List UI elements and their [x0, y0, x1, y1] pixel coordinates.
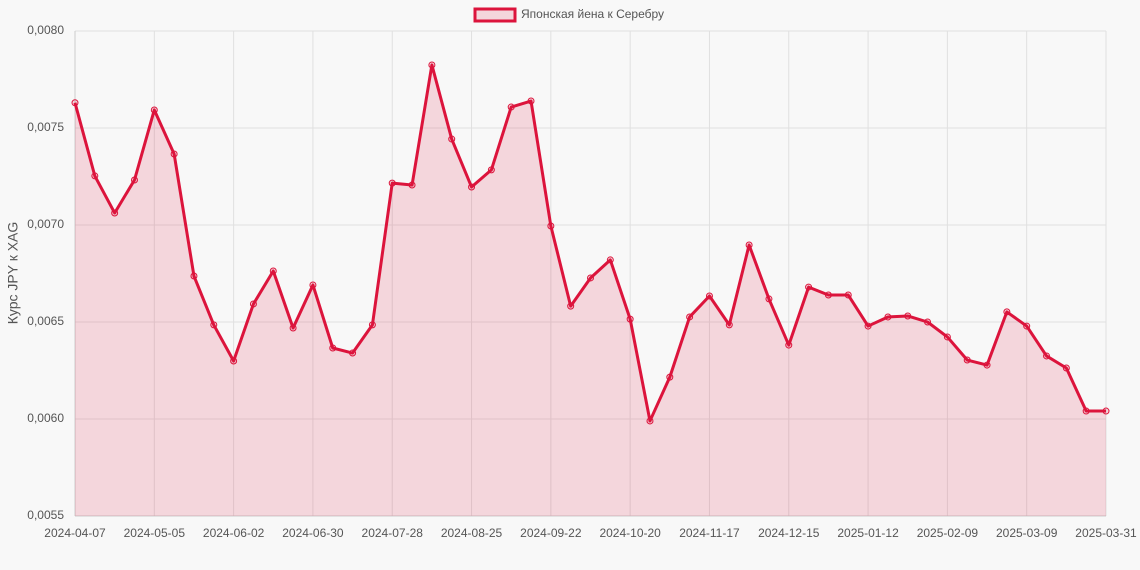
y-tick-label: 0,0065 — [27, 314, 64, 328]
point — [567, 302, 575, 310]
x-tick-label: 2024-11-17 — [679, 526, 740, 540]
point — [1062, 364, 1070, 372]
point — [329, 344, 337, 352]
point — [408, 181, 416, 189]
legend-label: Японская йена к Серебру — [521, 7, 664, 21]
point — [646, 417, 654, 425]
x-tick-label: 2025-03-31 — [1075, 526, 1137, 540]
x-tick-label: 2024-08-25 — [441, 526, 503, 540]
point — [686, 313, 694, 321]
point — [824, 291, 832, 299]
point — [150, 106, 158, 114]
point — [844, 291, 852, 299]
point — [864, 322, 872, 330]
point — [725, 321, 733, 329]
y-tick-label: 0,0060 — [27, 411, 64, 425]
point — [428, 61, 436, 69]
point — [884, 313, 892, 321]
point — [765, 295, 773, 303]
point — [111, 209, 119, 217]
legend-swatch — [473, 7, 517, 23]
x-tick-label: 2025-03-09 — [996, 526, 1058, 540]
point — [963, 356, 971, 364]
point — [527, 97, 535, 105]
x-tick-label: 2024-05-05 — [124, 526, 186, 540]
point — [448, 135, 456, 143]
point — [943, 333, 951, 341]
point — [805, 283, 813, 291]
point — [1082, 407, 1090, 415]
y-tick-label: 0,0070 — [27, 217, 64, 231]
point — [606, 256, 614, 264]
line — [73, 63, 1106, 423]
y-tick-label: 0,0055 — [27, 508, 64, 522]
point — [1023, 322, 1031, 330]
point — [745, 241, 753, 249]
point — [289, 324, 297, 332]
x-tick-label: 2024-06-30 — [282, 526, 344, 540]
x-tick-label: 2024-12-15 — [758, 526, 820, 540]
point — [71, 99, 79, 107]
point — [705, 292, 713, 300]
area — [75, 64, 1106, 516]
point — [170, 150, 178, 158]
point — [91, 172, 99, 180]
x-tick-label: 2024-04-07 — [44, 526, 106, 540]
point — [507, 103, 515, 111]
point — [626, 315, 634, 323]
point — [368, 321, 376, 329]
x-tick-label: 2025-02-09 — [917, 526, 979, 540]
point — [309, 281, 317, 289]
y-tick-label: 0,0075 — [27, 120, 64, 134]
point — [1003, 308, 1011, 316]
point — [1102, 407, 1110, 415]
x-tick-label: 2024-07-28 — [362, 526, 424, 540]
point — [190, 272, 198, 280]
point — [269, 267, 277, 275]
point — [587, 274, 594, 282]
point — [666, 373, 674, 381]
point — [547, 222, 555, 230]
point — [130, 176, 138, 184]
point — [230, 357, 238, 365]
point — [1043, 352, 1051, 360]
point — [388, 179, 396, 187]
point — [924, 318, 932, 326]
point — [785, 341, 793, 349]
point — [349, 349, 357, 357]
x-tick-label: 2025-01-12 — [837, 526, 899, 540]
x-tick-label: 2024-06-02 — [203, 526, 265, 540]
point — [983, 361, 991, 369]
point — [249, 300, 257, 308]
y-tick-label: 0,0080 — [27, 23, 64, 37]
point — [210, 321, 218, 329]
point — [468, 183, 476, 191]
x-tick-label: 2024-09-22 — [520, 526, 582, 540]
y-axis-label: Курс JPY к XAG — [5, 222, 21, 325]
point — [487, 166, 495, 174]
x-tick-label: 2024-10-20 — [599, 526, 661, 540]
point — [904, 312, 912, 320]
